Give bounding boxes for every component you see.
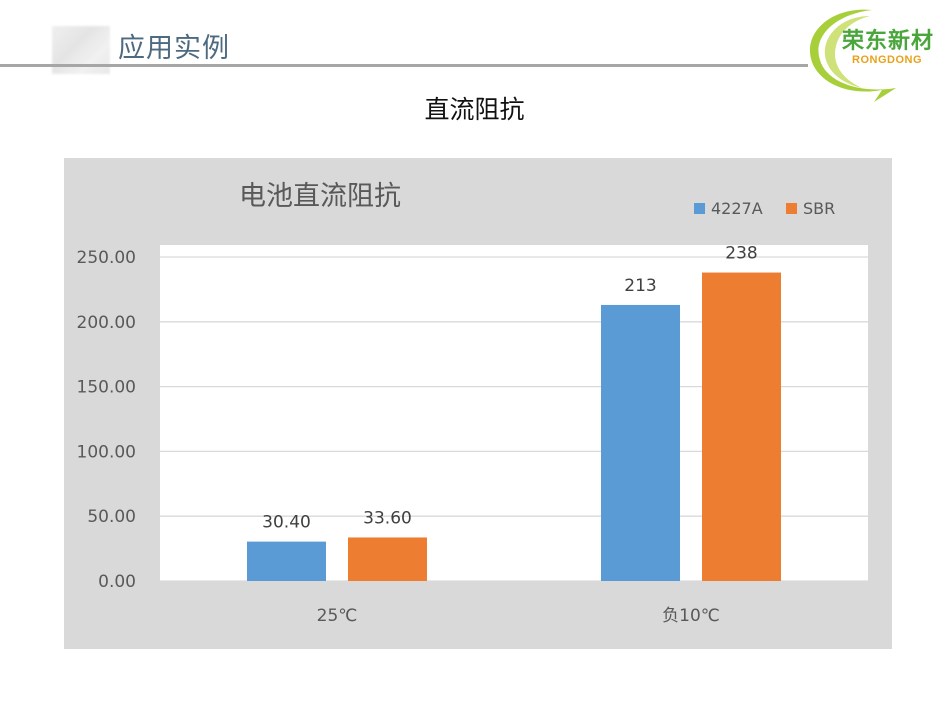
bar [348,537,427,581]
y-tick-label: 0.00 [98,572,136,592]
y-tick-label: 200.00 [77,313,136,333]
data-label: 33.60 [363,508,412,528]
bar [702,272,781,581]
y-tick-label: 50.00 [87,507,136,527]
bar-chart: 0.00 50.00 100.00 150.00 200.00 250.00 30.40 3… [64,158,892,649]
data-label: 213 [624,276,656,296]
legend-swatch [786,203,797,214]
data-label: 30.40 [262,513,311,533]
x-tick-label: 负10℃ [662,606,720,626]
bar [601,304,680,581]
header-title: 应用实例 [118,33,230,64]
legend-label: SBR [803,199,835,218]
legend-label: 4227A [711,199,763,218]
x-tick-label: 25℃ [317,606,358,626]
data-label: 238 [725,244,757,264]
logo-swoosh-icon [809,9,896,102]
slide-title: 直流阻抗 [424,95,525,124]
y-tick-label: 100.00 [77,442,136,462]
company-logo: 荣东新材 RONGDONG [800,4,945,104]
chart-title: 电池直流阻抗 [239,181,401,212]
y-tick-label: 150.00 [77,378,136,398]
y-tick-label: 250.00 [77,248,136,268]
legend-swatch [694,203,705,214]
header-divider [0,64,808,67]
bar [247,541,326,581]
logo-subtitle: RONGDONG [852,54,922,66]
logo-name: 荣东新材 [842,29,935,54]
